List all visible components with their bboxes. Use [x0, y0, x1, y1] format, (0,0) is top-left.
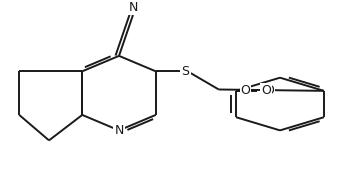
- Text: N: N: [128, 1, 138, 14]
- Text: O: O: [265, 84, 275, 97]
- Text: O: O: [240, 84, 251, 97]
- Text: O: O: [261, 84, 271, 97]
- Text: S: S: [182, 65, 189, 78]
- Text: N: N: [114, 124, 124, 137]
